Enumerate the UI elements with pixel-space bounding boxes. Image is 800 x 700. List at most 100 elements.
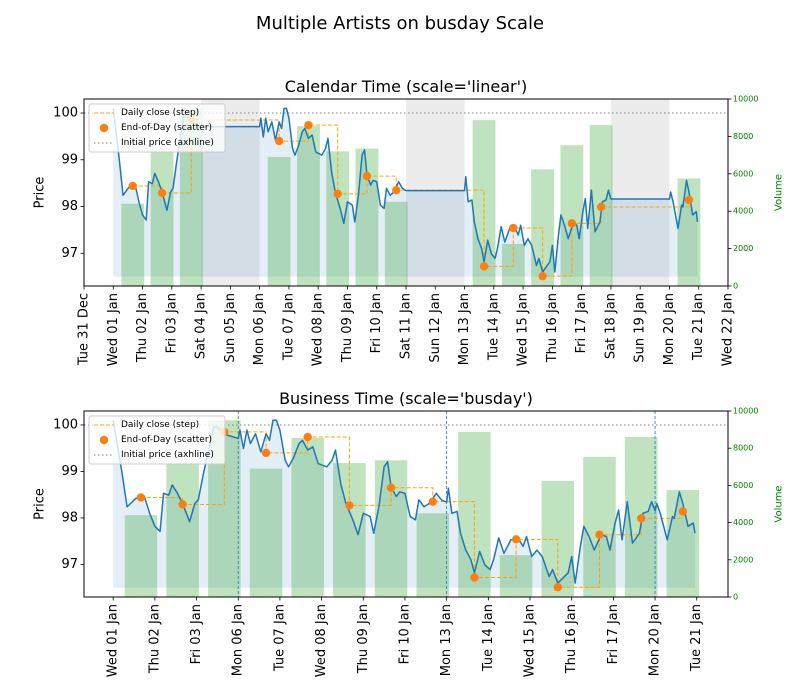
legend-box: [88, 415, 226, 465]
x-tick-label: Tue 21 Jan: [689, 604, 704, 672]
end-of-day-point: [636, 514, 646, 523]
daily-close-step-line: [140, 431, 684, 588]
end-of-day-point: [678, 507, 688, 516]
x-tick-label: Tue 21 Jan: [691, 293, 706, 361]
legend: Daily close (step) End-of-Day (scatter) In…: [88, 103, 226, 153]
plot-area: [84, 411, 728, 597]
volume-axis-label: Volume: [774, 174, 785, 211]
volume-bar: [297, 126, 320, 286]
x-tick-label: Fri 10 Jan: [369, 293, 384, 353]
y-tick-label: 99: [61, 464, 78, 479]
volume-bar: [249, 468, 283, 597]
price-axis-label: Price: [33, 177, 48, 209]
weekend-span: [610, 99, 670, 286]
end-of-day-point: [595, 530, 604, 539]
volume-tick-label: 8000: [733, 132, 753, 141]
price-fill-between: [113, 108, 698, 277]
axes-frame: [83, 410, 729, 598]
x-tick-label: Sun 12 Jan: [428, 293, 443, 363]
legend-eod-swatch: [99, 123, 109, 133]
end-of-day-point: [303, 432, 312, 442]
x-tick-label: Tue 07 Jan: [272, 604, 287, 672]
volume-tick-label: 4000: [733, 207, 753, 216]
legend-eod-swatch: [99, 435, 109, 445]
x-tick-label: Tue 14 Jan: [486, 293, 501, 361]
end-of-day-point: [362, 171, 372, 181]
end-of-day-point: [333, 189, 342, 199]
end-of-day-point: [509, 223, 518, 233]
end-of-day-point: [392, 185, 401, 195]
volume-bar: [333, 463, 366, 597]
volume-bar: [124, 515, 158, 597]
x-tick-label: Thu 02 Jan: [135, 293, 150, 363]
end-of-day-point: [511, 535, 521, 544]
end-of-day-point: [274, 136, 284, 146]
end-of-day-point: [178, 500, 187, 509]
legend-box: [88, 103, 226, 153]
legend-label-eod: End-of-Day (scatter): [121, 123, 212, 133]
volume-tick-label: 2000: [733, 244, 753, 253]
volume-bar: [150, 151, 174, 286]
end-of-day-point: [136, 493, 146, 502]
legend-label-eod: End-of-Day (scatter): [121, 435, 212, 445]
end-of-day-point: [304, 120, 313, 130]
volume-tick-label: 6000: [733, 169, 753, 178]
end-of-day-point: [386, 483, 396, 492]
volume-tick-label: 8000: [733, 444, 753, 453]
end-of-day-point: [567, 219, 577, 228]
calendar-time-panel: Tue 31 Dec Wed 01 Jan Thu 02 Jan Fri 03 Jan…: [33, 77, 785, 366]
volume-tick-label: 2000: [733, 555, 753, 564]
y-tick-label: 97: [61, 557, 78, 572]
x-tick-label: Wed 01 Jan: [106, 604, 121, 677]
x-tick-label: Fri 03 Jan: [164, 293, 179, 353]
plot-area: [84, 99, 728, 286]
end-of-day-point: [261, 448, 271, 458]
volume-bar: [355, 148, 379, 286]
x-tick-label: Thu 16 Jan: [545, 293, 560, 363]
x-tick-label: Thu 09 Jan: [356, 604, 371, 674]
volume-bar: [267, 156, 291, 286]
volume-axis-label: Volume: [774, 485, 785, 522]
x-tick-label: Mon 13 Jan: [457, 293, 472, 365]
x-tick-label: Fri 17 Jan: [574, 293, 589, 353]
legend-label-axhline: Initial price (axhline): [121, 450, 214, 460]
y-tick-label: 98: [61, 510, 78, 525]
x-tick-label: Sun 05 Jan: [223, 293, 238, 363]
x-tick-label: Sun 19 Jan: [633, 293, 648, 363]
x-tick-label: Thu 02 Jan: [147, 604, 162, 674]
volume-tick-label: 10000: [733, 95, 758, 104]
price-fill-between: [113, 420, 696, 588]
x-tick-label: Wed 15 Jan: [516, 293, 531, 366]
daily-close-step-line: [132, 119, 690, 277]
end-of-day-point: [470, 573, 479, 582]
legend-label-axhline: Initial price (axhline): [121, 138, 214, 148]
business-time-panel: Wed 01 Jan Thu 02 Jan Fri 03 Jan Mon 06 Jan…: [33, 389, 785, 677]
weekend-span: [406, 99, 465, 286]
volume-bar: [416, 513, 450, 597]
volume-bar: [560, 145, 584, 286]
volume-tick-label: 6000: [733, 481, 753, 490]
price-axis-label: Price: [33, 488, 48, 520]
x-tick-label: Sat 04 Jan: [194, 293, 209, 359]
volume-bar: [121, 203, 145, 286]
volume-bar: [583, 456, 616, 597]
end-of-day-point: [428, 497, 437, 506]
x-tick-label: Fri 17 Jan: [606, 604, 621, 664]
x-tick-label: Wed 22 Jan: [721, 293, 736, 366]
volume-bar: [291, 437, 324, 597]
volume-bar: [166, 463, 199, 597]
x-tick-label: Fri 03 Jan: [189, 604, 204, 664]
panel-title: Business Time (scale='busday'): [279, 389, 533, 408]
end-of-day-point: [684, 195, 694, 205]
volume-tick-label: 0: [733, 593, 738, 602]
end-of-day-point: [538, 271, 547, 281]
y-tick-label: 99: [61, 152, 78, 167]
volume-bar: [374, 460, 408, 597]
x-tick-label: Wed 08 Jan: [311, 293, 326, 366]
legend: Daily close (step) End-of-Day (scatter) In…: [88, 415, 226, 465]
y-tick-label: 98: [61, 199, 78, 214]
x-tick-label: Mon 06 Jan: [231, 604, 246, 676]
x-tick-label: Fri 10 Jan: [397, 604, 412, 664]
volume-bar: [458, 432, 491, 597]
